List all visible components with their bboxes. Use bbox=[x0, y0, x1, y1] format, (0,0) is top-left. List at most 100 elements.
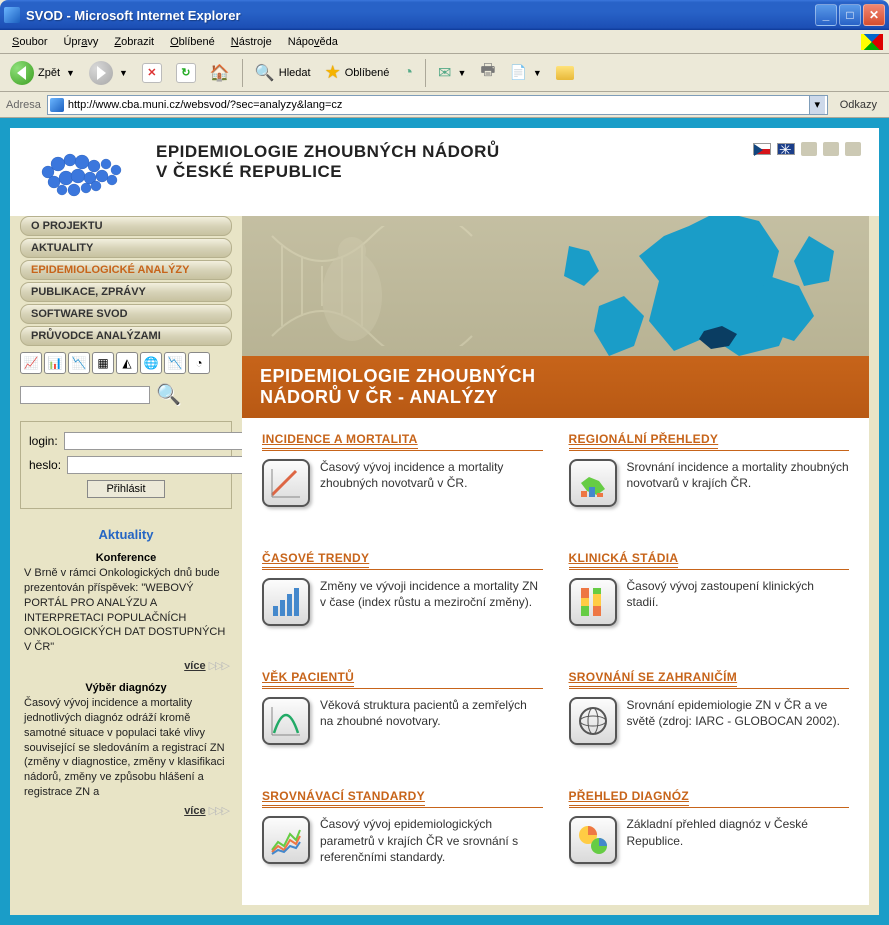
nav-item-1[interactable]: AKTUALITY bbox=[20, 238, 232, 258]
news-more-link[interactable]: více bbox=[184, 660, 205, 672]
analysis-title[interactable]: VĚK PACIENTŮ bbox=[262, 670, 354, 687]
quick-icon-7[interactable]: 📉 bbox=[164, 352, 186, 374]
nav-item-4[interactable]: SOFTWARE SVOD bbox=[20, 304, 232, 324]
quick-icon-row: 📈 📊 📉 ▦ ◭ 🌐 📉 ◔ bbox=[20, 352, 232, 374]
folder-button[interactable] bbox=[552, 63, 578, 83]
analysis-title[interactable]: KLINICKÁ STÁDIA bbox=[569, 551, 679, 568]
search-button[interactable]: Hledat bbox=[251, 60, 315, 86]
quick-icon-8[interactable]: ◔ bbox=[188, 352, 210, 374]
analysis-title[interactable]: PŘEHLED DIAGNÓZ bbox=[569, 789, 690, 806]
analysis-icon-line[interactable] bbox=[262, 459, 310, 507]
refresh-icon: ↻ bbox=[176, 63, 196, 83]
ie-app-icon bbox=[4, 7, 20, 23]
analysis-icon-globe[interactable] bbox=[569, 697, 617, 745]
menu-oblibene[interactable]: Oblíbené bbox=[164, 34, 221, 50]
banner-title-2: NÁDORŮ V ČR - ANALÝZY bbox=[260, 387, 851, 408]
analysis-desc: Základní přehled diagnóz v České Republi… bbox=[627, 816, 850, 848]
news-item-1: Výběr diagnózyČasový vývoj incidence a m… bbox=[24, 682, 228, 817]
window-title: SVOD - Microsoft Internet Explorer bbox=[26, 8, 815, 23]
magnifier-icon[interactable]: 🔍 bbox=[156, 382, 181, 407]
analysis-icon-stack[interactable] bbox=[569, 578, 617, 626]
main-content: EPIDEMIOLOGIE ZHOUBNÝCH NÁDORŮ V ČR - AN… bbox=[242, 216, 869, 905]
print-button[interactable] bbox=[476, 56, 499, 89]
nav-item-0[interactable]: O PROJEKTU bbox=[20, 216, 232, 236]
password-input[interactable] bbox=[67, 456, 246, 474]
login-input[interactable] bbox=[64, 432, 243, 450]
password-label: heslo: bbox=[29, 458, 61, 472]
history-icon bbox=[403, 64, 413, 82]
analysis-desc: Časový vývoj incidence a mortality zhoub… bbox=[320, 459, 543, 491]
mail-icon bbox=[438, 63, 451, 83]
news-block: Aktuality KonferenceV Brně v rámci Onkol… bbox=[20, 527, 232, 817]
menu-upravy[interactable]: Úpravy bbox=[57, 34, 104, 50]
quick-icon-2[interactable]: 📊 bbox=[44, 352, 66, 374]
edit-button[interactable]: ▼ bbox=[505, 61, 545, 84]
print-small-icon[interactable] bbox=[845, 142, 861, 156]
page-header: EPIDEMIOLOGIE ZHOUBNÝCH NÁDORŮ V ČESKÉ R… bbox=[10, 128, 879, 216]
quick-icon-6[interactable]: 🌐 bbox=[140, 352, 162, 374]
login-submit-button[interactable]: Přihlásit bbox=[87, 480, 164, 498]
analysis-desc: Srovnání epidemiologie ZN v ČR a ve svět… bbox=[627, 697, 850, 729]
url-input[interactable] bbox=[68, 99, 809, 111]
forward-button[interactable]: ▼ bbox=[85, 58, 132, 88]
folder-icon bbox=[556, 66, 574, 80]
links-label[interactable]: Odkazy bbox=[834, 99, 883, 111]
quick-icon-4[interactable]: ▦ bbox=[92, 352, 114, 374]
sidebar-search-input[interactable] bbox=[20, 386, 150, 404]
browser-window: SVOD - Microsoft Internet Explorer _ □ ✕… bbox=[0, 0, 889, 925]
titlebar: SVOD - Microsoft Internet Explorer _ □ ✕ bbox=[0, 0, 889, 30]
menu-zobrazit[interactable]: Zobrazit bbox=[108, 34, 160, 50]
windows-flag-icon bbox=[861, 34, 883, 50]
address-dropdown-icon[interactable]: ▾ bbox=[809, 96, 825, 114]
maximize-button[interactable]: □ bbox=[839, 4, 861, 26]
home-icon: 🏠 bbox=[210, 63, 230, 83]
mail-button[interactable]: ▼ bbox=[434, 60, 470, 86]
news-more-link[interactable]: více bbox=[184, 805, 205, 817]
refresh-button[interactable]: ↻ bbox=[172, 60, 200, 86]
menu-nastroje[interactable]: Nástroje bbox=[225, 34, 278, 50]
favorites-button[interactable]: Oblíbené bbox=[321, 59, 394, 86]
flag-en-icon[interactable] bbox=[777, 143, 795, 155]
banner-title-1: EPIDEMIOLOGIE ZHOUBNÝCH bbox=[260, 366, 851, 387]
analysis-icon-bars[interactable] bbox=[262, 578, 310, 626]
quick-icon-3[interactable]: 📉 bbox=[68, 352, 90, 374]
save-icon[interactable] bbox=[801, 142, 817, 156]
minimize-button[interactable]: _ bbox=[815, 4, 837, 26]
address-field[interactable]: ▾ bbox=[47, 95, 828, 115]
analysis-desc: Věková struktura pacientů a zemřelých na… bbox=[320, 697, 543, 729]
nav-item-2[interactable]: EPIDEMIOLOGICKÉ ANALÝZY bbox=[20, 260, 232, 280]
edit-icon bbox=[509, 64, 526, 81]
home-small-icon[interactable] bbox=[823, 142, 839, 156]
flag-cz-icon[interactable] bbox=[753, 143, 771, 155]
header-tools bbox=[753, 142, 861, 156]
news-item-text: V Brně v rámci Onkologických dnů bude pr… bbox=[24, 566, 228, 655]
nav-item-5[interactable]: PRŮVODCE ANALÝZAMI bbox=[20, 326, 232, 346]
analysis-icon-bell[interactable] bbox=[262, 697, 310, 745]
analysis-icon-pies[interactable] bbox=[569, 816, 617, 864]
close-button[interactable]: ✕ bbox=[863, 4, 885, 26]
analysis-item-0: INCIDENCE A MORTALITA Časový vývoj incide… bbox=[262, 432, 543, 533]
quick-icon-5[interactable]: ◭ bbox=[116, 352, 138, 374]
stop-icon: ✕ bbox=[142, 63, 162, 83]
history-button[interactable] bbox=[399, 61, 417, 85]
back-button[interactable]: Zpět▼ bbox=[6, 58, 79, 88]
analysis-title[interactable]: REGIONÁLNÍ PŘEHLEDY bbox=[569, 432, 719, 449]
quick-icon-1[interactable]: 📈 bbox=[20, 352, 42, 374]
page-icon bbox=[50, 98, 64, 112]
nav-item-3[interactable]: PUBLIKACE, ZPRÁVY bbox=[20, 282, 232, 302]
analysis-icon-map[interactable] bbox=[569, 459, 617, 507]
stop-button[interactable]: ✕ bbox=[138, 60, 166, 86]
analysis-title[interactable]: SROVNÁVACÍ STANDARDY bbox=[262, 789, 425, 806]
analysis-title[interactable]: INCIDENCE A MORTALITA bbox=[262, 432, 418, 449]
section-title-band: EPIDEMIOLOGIE ZHOUBNÝCH NÁDORŮ V ČR - AN… bbox=[242, 356, 869, 418]
menu-napoveda[interactable]: Nápověda bbox=[282, 34, 344, 50]
menu-soubor[interactable]: Soubor bbox=[6, 34, 53, 50]
home-button[interactable]: 🏠 bbox=[206, 60, 234, 86]
analysis-item-2: ČASOVÉ TRENDYZměny ve vývoji incidence a… bbox=[262, 551, 543, 652]
login-box: login: heslo: Přihlásit bbox=[20, 421, 232, 509]
analysis-title[interactable]: SROVNÁNÍ SE ZAHRANIČÍM bbox=[569, 670, 738, 687]
analysis-desc: Časový vývoj zastoupení klinických stadi… bbox=[627, 578, 850, 610]
analysis-icon-multi[interactable] bbox=[262, 816, 310, 864]
analysis-title[interactable]: ČASOVÉ TRENDY bbox=[262, 551, 369, 568]
page: EPIDEMIOLOGIE ZHOUBNÝCH NÁDORŮ V ČESKÉ R… bbox=[10, 128, 879, 915]
